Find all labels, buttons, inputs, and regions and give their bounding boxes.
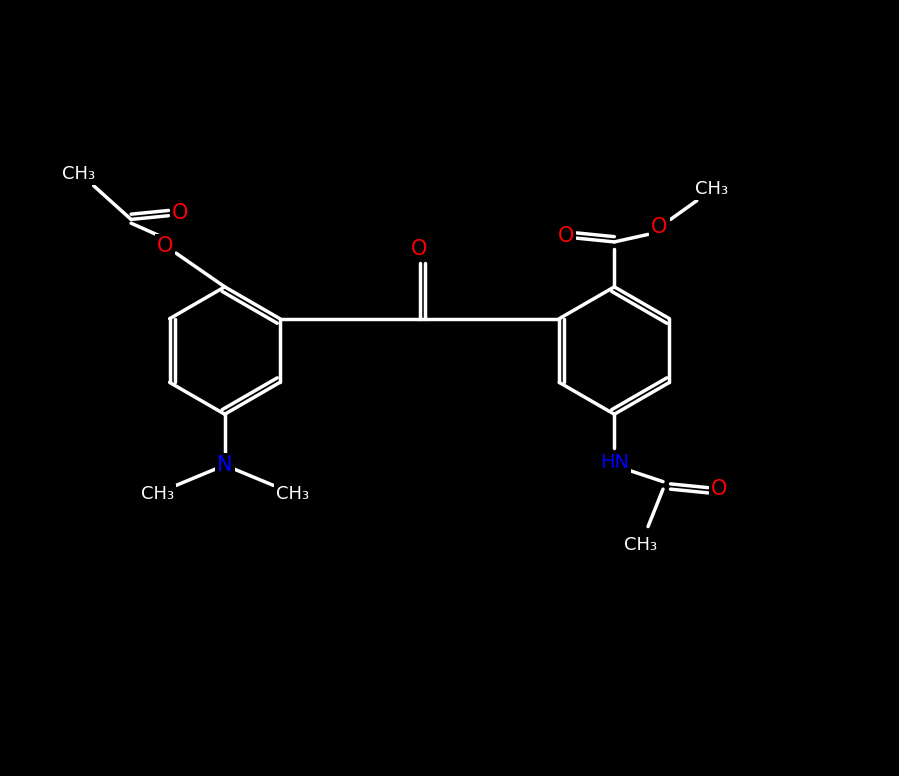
Text: O: O (412, 239, 428, 259)
Text: O: O (711, 479, 727, 499)
Text: O: O (651, 217, 667, 237)
Text: HN: HN (600, 453, 628, 473)
Text: CH₃: CH₃ (141, 485, 174, 504)
Text: O: O (557, 226, 574, 246)
Text: O: O (172, 203, 188, 223)
Text: CH₃: CH₃ (276, 485, 308, 504)
Text: O: O (156, 236, 173, 255)
Text: CH₃: CH₃ (695, 181, 728, 199)
Text: N: N (217, 456, 233, 475)
Text: CH₃: CH₃ (624, 536, 657, 554)
Text: CH₃: CH₃ (62, 165, 95, 183)
